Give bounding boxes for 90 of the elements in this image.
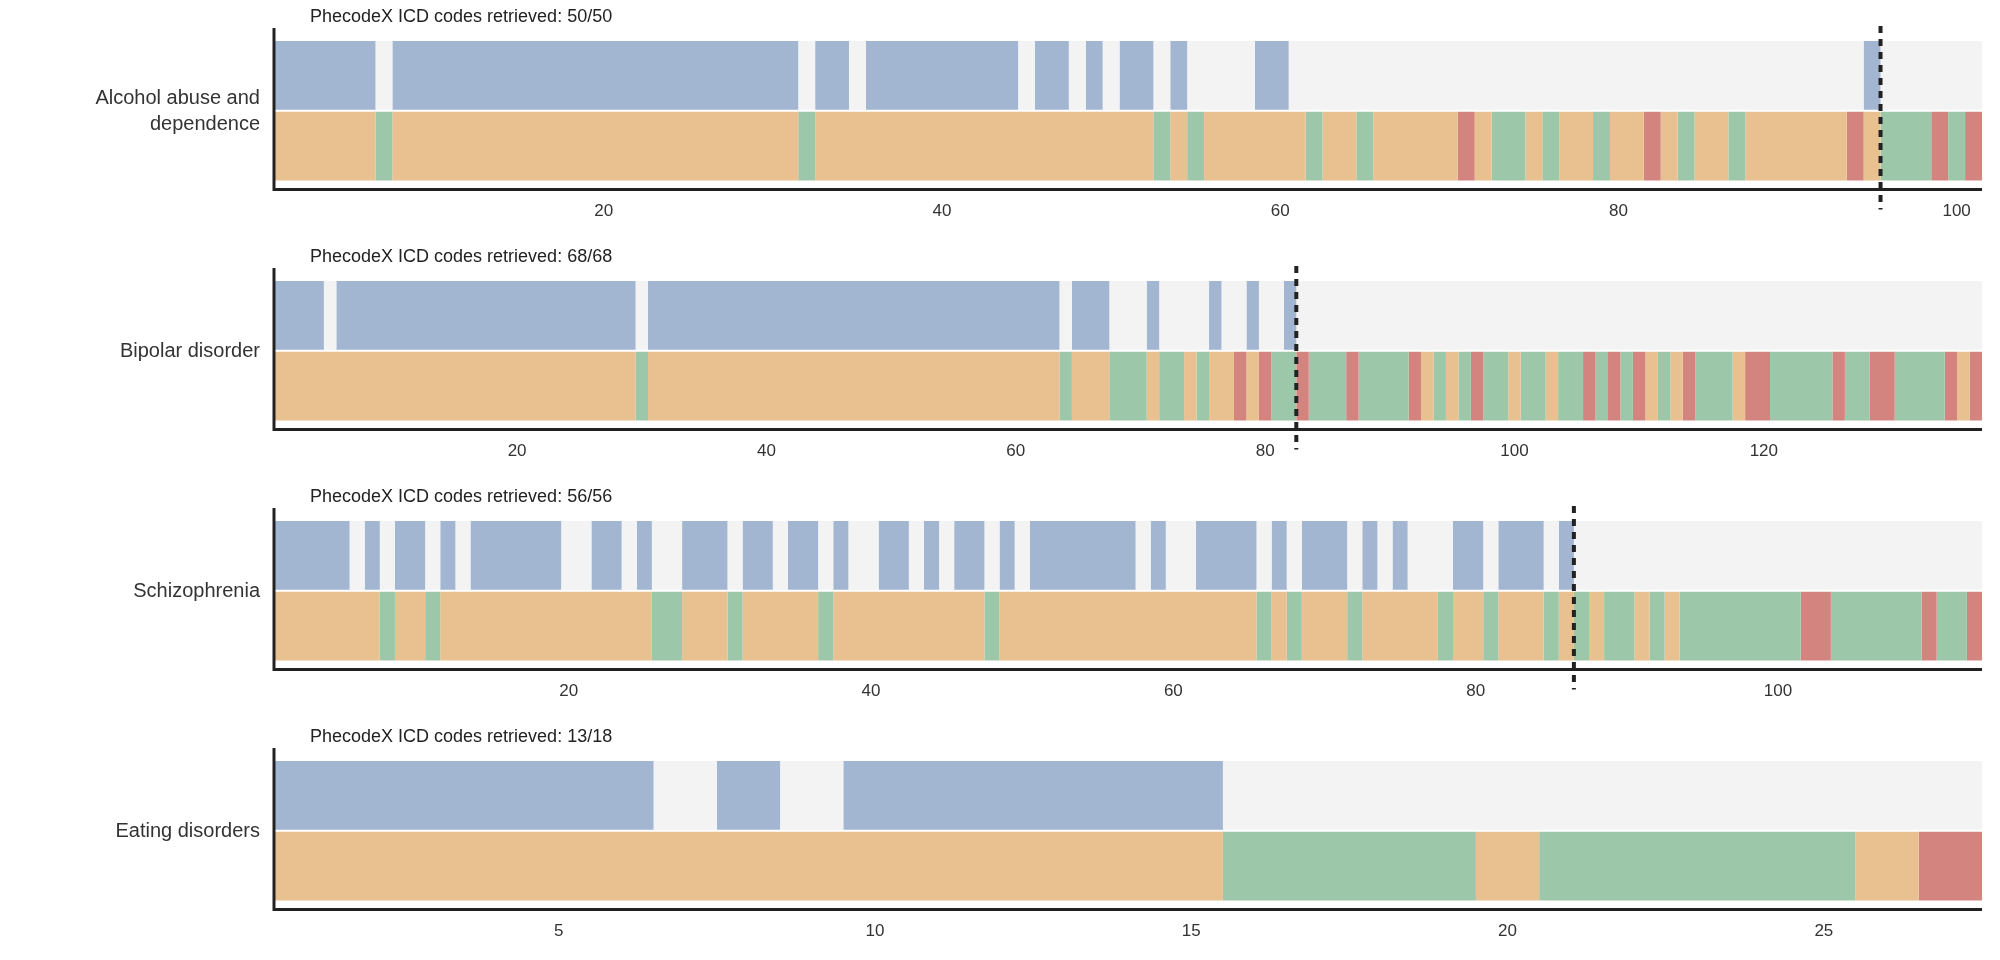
x-tick-label: 20 (594, 201, 614, 221)
bar (1931, 111, 1949, 181)
x-tick-label: 60 (1270, 201, 1290, 221)
bar (1695, 351, 1733, 421)
bar (1543, 521, 1559, 590)
bar (1682, 351, 1696, 421)
bar (1944, 351, 1958, 421)
bar (1452, 521, 1484, 590)
bar (1470, 351, 1484, 421)
bar (1609, 111, 1644, 181)
y-axis-title: Bipolar disorder (119, 338, 260, 363)
bar (1520, 351, 1546, 421)
bar (1583, 351, 1596, 421)
bar (1301, 521, 1348, 590)
bar (1657, 351, 1671, 421)
bar (1377, 521, 1393, 590)
bar (1965, 111, 1982, 181)
x-tick-label: 40 (861, 681, 881, 701)
x-tick-label: 20 (559, 681, 579, 701)
bar (1745, 111, 1847, 181)
bar (1347, 521, 1363, 590)
bar (1894, 351, 1945, 421)
x-tick-label: 20 (1498, 921, 1518, 941)
bar (1645, 351, 1658, 421)
chart-title: PhecodeX ICD codes retrieved: 68/68 (310, 246, 613, 267)
bar (1660, 111, 1678, 181)
bar (1643, 111, 1661, 181)
x-tick-label: 100 (1500, 441, 1529, 461)
bar (1358, 351, 1409, 421)
bar (1558, 521, 1574, 590)
chart-title: PhecodeX ICD codes retrieved: 56/56 (310, 486, 613, 507)
bar (1863, 111, 1881, 181)
x-tick-label: 100 (1942, 201, 1971, 221)
bar (1558, 351, 1584, 421)
bar (1745, 351, 1771, 421)
x-tick-label: 80 (1608, 201, 1628, 221)
bar (1362, 521, 1378, 590)
bar (1670, 351, 1683, 421)
bar (1408, 351, 1421, 421)
y-axis-title: Eating disorders (115, 818, 260, 843)
bar (1694, 111, 1729, 181)
bar (1483, 521, 1499, 590)
bar (1407, 521, 1453, 590)
bar (1846, 111, 1864, 181)
bar (1607, 351, 1621, 421)
bar (1308, 351, 1347, 421)
bar (1346, 351, 1359, 421)
x-tick-label: 5 (553, 921, 564, 941)
x-tick-label: 15 (1181, 921, 1201, 941)
x-tick-label: 120 (1749, 441, 1779, 461)
bar (1832, 351, 1845, 421)
x-tick-label: 10 (865, 921, 885, 941)
bar (1844, 351, 1870, 421)
bar (1445, 351, 1459, 421)
bar (1632, 351, 1646, 421)
bar (1957, 351, 1970, 421)
x-tick-label: 25 (1814, 921, 1834, 941)
bar (1498, 521, 1544, 590)
bar (1508, 351, 1521, 421)
x-tick-label: 80 (1255, 441, 1275, 461)
bar (1869, 351, 1895, 421)
bar (1458, 351, 1471, 421)
chart-title: PhecodeX ICD codes retrieved: 13/18 (310, 726, 613, 747)
bar (1620, 351, 1633, 421)
bar (1545, 351, 1559, 421)
bar (1433, 351, 1446, 421)
y-axis-title: Schizophrenia (133, 578, 260, 603)
x-tick-label: 20 (507, 441, 527, 461)
bar (1969, 351, 1982, 421)
x-tick-label: 80 (1466, 681, 1486, 701)
bar (1595, 351, 1608, 421)
bar (1677, 111, 1695, 181)
bar (1286, 521, 1302, 590)
bar (1728, 111, 1746, 181)
x-tick-label: 40 (756, 441, 776, 461)
bar (1573, 521, 1982, 590)
bar (1392, 521, 1408, 590)
bar (1880, 111, 1932, 181)
bar (1483, 351, 1509, 421)
bar (1770, 351, 1833, 421)
x-tick-label: 100 (1763, 681, 1793, 701)
chart-title: PhecodeX ICD codes retrieved: 50/50 (310, 6, 613, 27)
x-tick-label: 60 (1006, 441, 1026, 461)
y-axis-title: Alcohol abuse and dependence (94, 85, 260, 136)
bar (1732, 351, 1746, 421)
bar (1420, 351, 1434, 421)
x-tick-label: 60 (1163, 681, 1183, 701)
bar (1918, 831, 1982, 901)
bar (1948, 111, 1966, 181)
x-tick-label: 40 (932, 201, 952, 221)
